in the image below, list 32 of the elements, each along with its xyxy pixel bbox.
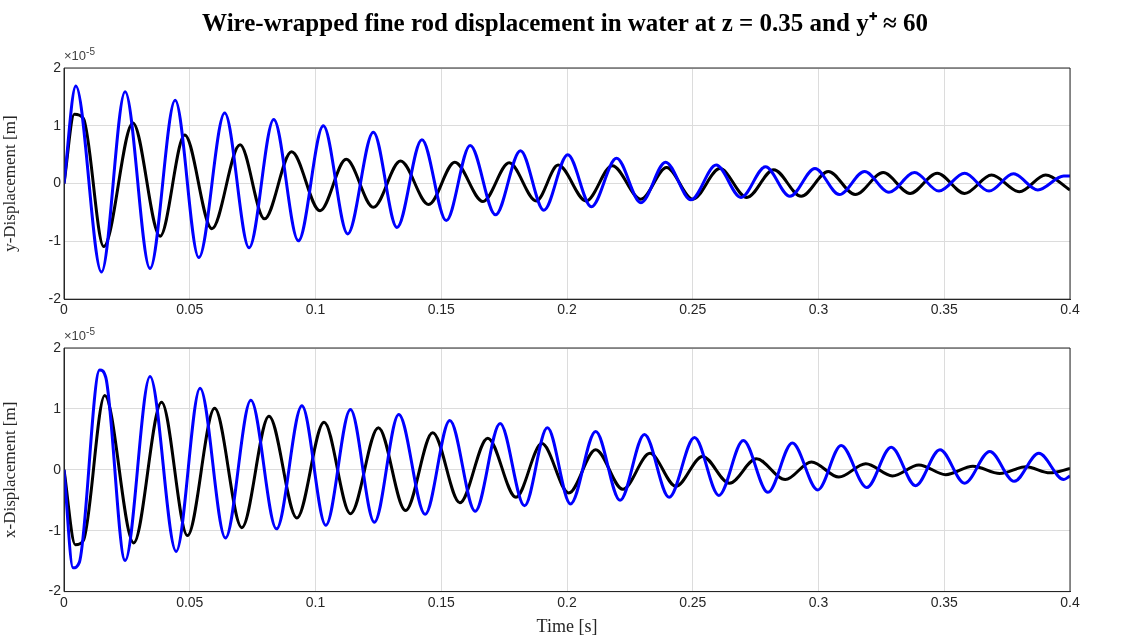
y-tick-label: -2 <box>48 290 62 307</box>
x-tick-label: 0.25 <box>679 593 707 610</box>
x-tick-label: 0.4 <box>1060 593 1080 610</box>
x-tick-label: 0.15 <box>427 593 456 610</box>
line-series <box>64 368 1070 570</box>
x-tick-label: 0.2 <box>557 301 577 318</box>
x-tick-label: 0.35 <box>930 301 959 318</box>
x-tick-label: 0.1 <box>305 301 326 318</box>
x-tick-label: 0.1 <box>305 593 326 610</box>
y-tick-label: -2 <box>48 582 62 599</box>
line-series <box>64 84 1070 274</box>
x-tick-label: 0.3 <box>808 593 829 610</box>
y-tick-label: -1 <box>48 232 62 249</box>
x-tick-label: 0.4 <box>1060 301 1080 318</box>
y-axis-title: y-Displacement [m] <box>0 115 19 252</box>
y-tick-label: 1 <box>53 116 62 133</box>
y-tick-label: -1 <box>48 521 62 538</box>
chart-title: Wire-wrapped fine rod displacement in water at z = 0.35 and y⁺ ≈ 60 <box>201 8 929 38</box>
x-tick-label: 0.25 <box>679 301 707 318</box>
y-tick-label: 0 <box>53 460 62 477</box>
y-tick-label: 2 <box>53 58 62 75</box>
x-tick-label: 0.15 <box>427 301 456 318</box>
y-tick-label: 1 <box>53 399 62 416</box>
y-tick-label: 0 <box>53 174 62 191</box>
x-tick-label: 0.05 <box>176 593 204 610</box>
x-tick-label: 0.3 <box>808 301 829 318</box>
x-tick-label: 0.05 <box>176 301 204 318</box>
y-axis-title: x-Displacement [m] <box>0 401 19 539</box>
x-axis-title: Time [s] <box>536 615 598 636</box>
x-tick-label: 0.35 <box>930 593 959 610</box>
x-tick-label: 0.2 <box>557 593 577 610</box>
y-tick-label: 2 <box>53 338 62 355</box>
